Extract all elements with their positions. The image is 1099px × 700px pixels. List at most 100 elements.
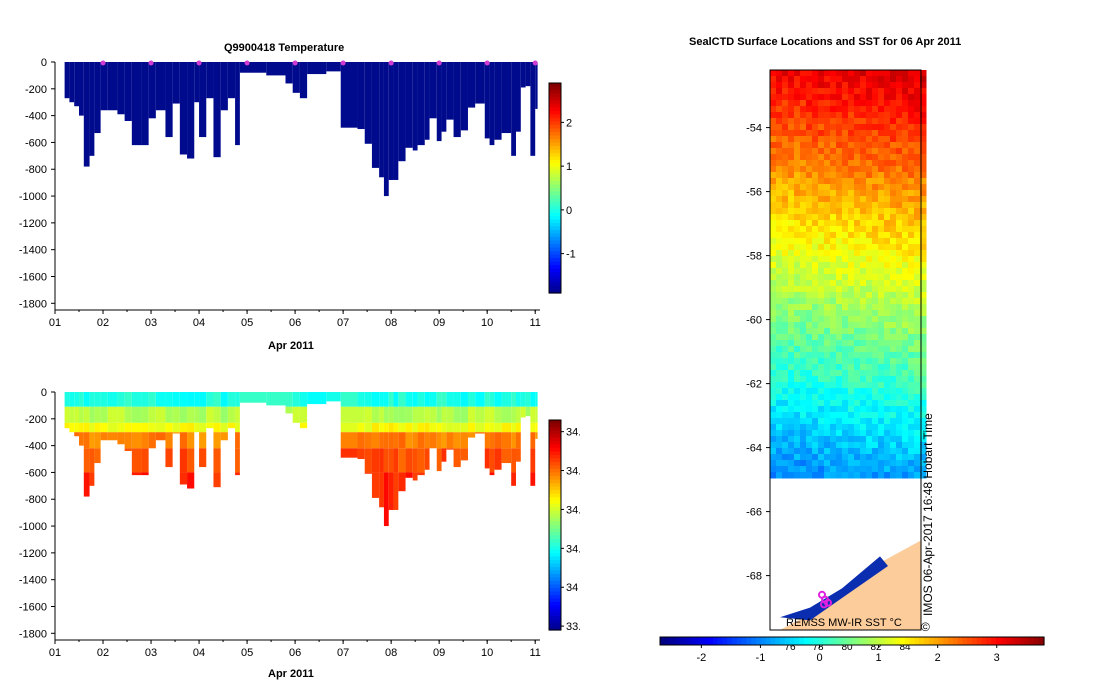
map-colorbar-swatch <box>976 637 983 645</box>
y-tick-label: -1200 <box>19 548 47 560</box>
x-tick-label: 04 <box>193 317 205 329</box>
salinity-profile-segment <box>117 432 125 445</box>
map-colorbar-swatch <box>684 637 690 645</box>
imos-timestamp-annotation: IMOS 06-Apr-2017 16:48 Hobart Time <box>921 413 935 616</box>
temperature-profile-column <box>179 62 188 155</box>
colorbar-tick-label: 2 <box>566 117 572 129</box>
x-tick-label: 10 <box>481 317 493 329</box>
salinity-profile-segment <box>520 406 526 418</box>
salinity-profile-segment <box>530 392 536 407</box>
salinity-profile-segment <box>213 406 221 423</box>
colorbar-swatch <box>549 160 561 165</box>
x-tick-label: 11 <box>529 647 540 659</box>
sst-map: -54 -56 -58 -60 -62 -64 -66 -68 76 78 80 82 84 -2 -1 0 1… <box>659 69 1045 664</box>
salinity-profile-segment <box>388 422 394 433</box>
colorbar-swatch <box>549 247 561 252</box>
salinity-profile-segment <box>83 472 90 497</box>
salinity-profile-segment <box>199 422 207 433</box>
antarctic-landmass <box>780 540 921 630</box>
temperature-profile-column <box>379 62 384 178</box>
y-tick-label: -1400 <box>19 245 47 257</box>
salinity-profile-segment <box>227 406 236 423</box>
salinity-profile-segment <box>441 422 447 433</box>
colorbar-swatch <box>549 560 561 565</box>
temperature-profile-column <box>148 62 156 119</box>
colorbar-swatch <box>549 500 561 505</box>
map-lat-label: -68 <box>746 571 762 583</box>
map-colorbar-swatch <box>813 637 819 645</box>
copyright-symbol: © <box>921 620 930 634</box>
salinity-profile-segment <box>424 432 430 449</box>
salinity-profile-segment <box>172 406 180 423</box>
salinity-profile-segment <box>460 432 468 449</box>
salinity-profile-segment <box>412 422 418 433</box>
x-tick-label: 05 <box>241 317 253 329</box>
colorbar-swatch <box>549 588 561 593</box>
salinity-profile-segment <box>467 406 476 423</box>
map-colorbar-swatch <box>986 637 992 645</box>
colorbar-swatch <box>549 286 561 291</box>
map-colorbar-swatch <box>756 637 762 645</box>
temperature-profile-column <box>266 62 286 76</box>
map-colorbar-swatch <box>708 637 714 645</box>
temperature-section-chart: 0 -200 -400 -600 -800 -1000 -1200 -1400 -1600 -18… <box>19 57 576 329</box>
salinity-profile-segment <box>124 406 132 423</box>
map-colorbar-swatch <box>679 637 685 645</box>
temperature-profile-column <box>388 62 394 180</box>
colorbar-swatch <box>549 177 561 182</box>
colorbar-swatch <box>549 518 561 523</box>
salinity-profile-segment <box>398 472 406 492</box>
salinity-profile-segment <box>383 472 389 527</box>
salinity-profile-segment <box>371 448 380 473</box>
salinity-profile-segment <box>179 472 188 485</box>
salinity-profile-segment <box>107 422 118 433</box>
salinity-profile-segment <box>393 432 399 449</box>
y-tick-label: -800 <box>25 494 47 506</box>
colorbar-swatch <box>549 612 561 617</box>
map-colorbar-swatch <box>924 637 930 645</box>
salinity-profile-segment <box>436 406 442 423</box>
map-colorbar-swatch <box>674 637 680 645</box>
salinity-profile-segment <box>141 406 149 423</box>
salinity-profile-segment <box>441 432 447 449</box>
x-tick-label: 09 <box>433 647 445 659</box>
colorbar-swatch <box>549 542 561 547</box>
salinity-profile-segment <box>436 392 442 407</box>
salinity-profile-segment <box>124 448 132 451</box>
temperature-profile-column <box>489 62 495 146</box>
inner-scale-label: 80 <box>841 642 853 653</box>
salinity-profile-segment <box>405 448 413 473</box>
colorbar-tick-label: 34.8 <box>566 427 580 439</box>
salinity-profile-segment <box>235 392 240 407</box>
salinity-profile-segment <box>417 448 425 473</box>
salinity-profile-segment <box>74 432 80 437</box>
salinity-profile-segment <box>436 448 442 472</box>
colorbar-tick-label: 34.4 <box>566 504 580 516</box>
colorbar-tick-label: 0 <box>566 205 572 217</box>
salinity-profile-segment <box>489 432 495 449</box>
salinity-profile-segment <box>393 448 399 473</box>
salinity-profile-segment <box>187 432 195 449</box>
map-colorbar-tick-label: 2 <box>935 652 941 664</box>
map-colorbar-swatch <box>693 637 699 645</box>
salinity-profile-segment <box>383 432 389 449</box>
map-colorbar-swatch <box>876 637 882 645</box>
salinity-profile-segment <box>405 472 413 478</box>
salinity-profile-segment <box>446 392 454 407</box>
salinity-profile-segment <box>371 392 380 407</box>
salinity-profile-segment <box>393 392 399 407</box>
salinity-profile-segment <box>340 432 358 449</box>
salinity-profile-segment <box>206 392 214 407</box>
salinity-profile-segment <box>187 406 195 423</box>
salinity-profile-segment <box>388 406 394 423</box>
salinity-profile-segment <box>405 406 413 423</box>
map-colorbar-swatch <box>688 637 695 645</box>
colorbar-swatch <box>549 181 561 186</box>
temperature-profile-column <box>429 62 437 119</box>
colorbar-swatch <box>549 174 561 179</box>
salinity-profile-segment <box>117 392 125 407</box>
salinity-profile-segment <box>441 406 447 423</box>
salinity-profile-segment <box>199 448 207 468</box>
temperature-profile-column <box>383 62 389 197</box>
map-colorbar-swatch <box>837 637 843 645</box>
